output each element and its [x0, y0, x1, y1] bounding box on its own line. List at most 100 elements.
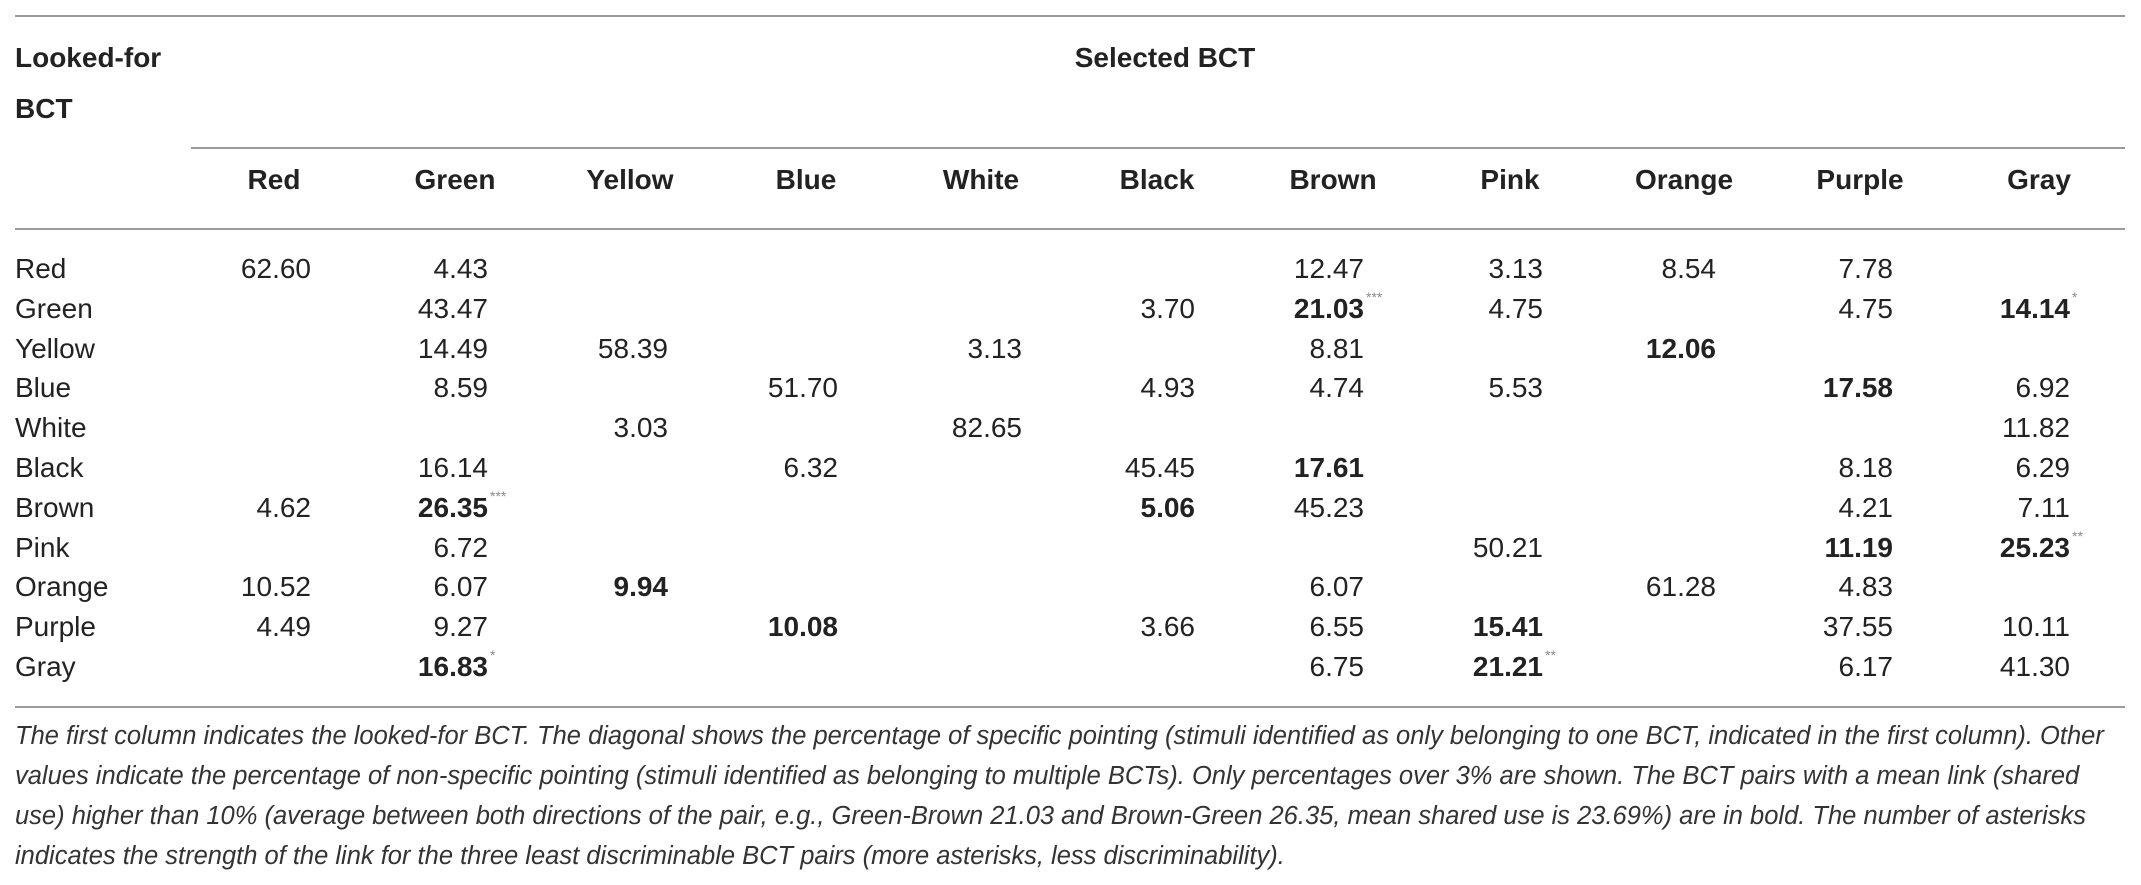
table-cell: 82.65 — [952, 412, 1022, 444]
table-cell: 37.55 — [1823, 611, 1893, 643]
row-label-white: White — [15, 412, 87, 444]
cell-value: 11.82 — [2002, 412, 2070, 444]
table-cell: 4.62 — [257, 492, 312, 524]
table-cell: 16.83 * — [418, 647, 496, 683]
table-cell: 17.58 — [1823, 372, 1893, 404]
table-cell: 5.06 — [1141, 492, 1196, 524]
table-cell: 4.75 — [1839, 293, 1894, 325]
table-cell: 10.11 — [2002, 611, 2070, 643]
table-cell: 26.35 *** — [418, 488, 506, 524]
cell-value: 3.03 — [613, 412, 669, 444]
table-cell: 4.43 — [434, 253, 489, 285]
cell-value: 7.11 — [2017, 491, 2070, 523]
cell-value: 5.06 — [1140, 491, 1196, 523]
cell-value: 4.62 — [256, 491, 312, 523]
significance-asterisks: *** — [490, 487, 507, 504]
cell-value: 51.70 — [767, 372, 838, 404]
cell-value: 10.11 — [2002, 611, 2070, 643]
table-cell: 6.17 — [1839, 651, 1894, 683]
table-cell: 9.94 — [614, 571, 669, 603]
table-cell: 4.74 — [1310, 372, 1365, 404]
cell-value: 50.21 — [1472, 531, 1543, 563]
table-cell: 11.82 — [2002, 412, 2070, 444]
cell-value: 25.23 — [1999, 531, 2070, 563]
cell-value: 4.83 — [1838, 571, 1894, 603]
cell-value: 3.66 — [1140, 611, 1196, 643]
cell-value: 3.13 — [1488, 253, 1544, 284]
table-cell: 4.83 — [1839, 571, 1894, 603]
table-cell: 6.07 — [1310, 571, 1365, 603]
cell-value: 82.65 — [951, 412, 1022, 444]
cell-value: 6.07 — [1309, 571, 1365, 603]
cell-value: 15.41 — [1472, 611, 1543, 643]
table-cell: 6.55 — [1310, 611, 1365, 643]
table-cell: 12.47 — [1294, 253, 1364, 285]
table-cell: 10.08 — [768, 611, 838, 643]
significance-asterisks: * — [490, 647, 496, 663]
cell-value: 4.74 — [1309, 372, 1365, 404]
table-cell: 6.07 — [434, 571, 489, 603]
cell-value: 6.29 — [2015, 452, 2071, 483]
cell-value: 9.94 — [613, 571, 669, 603]
table-cell: 8.81 — [1310, 333, 1365, 365]
row-label-blue: Blue — [15, 372, 72, 404]
table-cell: 50.21 — [1473, 532, 1543, 564]
table-cell: 4.21 — [1839, 492, 1894, 524]
significance-asterisks: ** — [2072, 527, 2083, 544]
row-label-orange: Orange — [15, 571, 109, 603]
significance-asterisks: * — [2072, 288, 2078, 305]
table-cell: 6.75 — [1310, 651, 1365, 683]
cell-value: 7.78 — [1838, 253, 1894, 284]
cell-value: 45.45 — [1124, 452, 1195, 483]
cell-value: 43.47 — [417, 292, 488, 324]
table-cell: 11.19 — [1824, 532, 1893, 564]
cell-value: 21.21 — [1472, 651, 1543, 682]
table-cell: 51.70 — [768, 372, 838, 404]
cell-value: 3.70 — [1140, 292, 1196, 324]
table-cell: 4.75 — [1489, 293, 1544, 325]
cell-value: 12.47 — [1293, 253, 1364, 284]
cell-value: 8.59 — [433, 372, 489, 404]
table-cell: 9.27 — [434, 611, 489, 643]
cell-value: 9.27 — [433, 611, 489, 643]
column-header-purple: Purple — [1816, 164, 1904, 195]
cell-value: 8.18 — [1838, 452, 1894, 483]
row-label-black: Black — [15, 452, 84, 483]
table-cell: 14.49 — [418, 333, 488, 365]
table-cell: 6.72 — [434, 532, 489, 564]
table-cell: 7.11 — [2018, 492, 2070, 524]
cell-value: 6.32 — [783, 452, 839, 483]
table-cell: 61.28 — [1646, 571, 1716, 603]
cell-value: 10.52 — [240, 571, 311, 603]
significance-asterisks: *** — [1366, 288, 1383, 305]
table-cell: 45.23 — [1294, 492, 1364, 524]
table-cell: 3.13 — [968, 333, 1023, 365]
column-header-orange: Orange — [1634, 164, 1734, 195]
cell-value: 41.30 — [1999, 651, 2070, 682]
header-bottom-rule — [15, 228, 2125, 230]
cell-value: 4.75 — [1838, 292, 1894, 324]
table-footnote: The first column indicates the looked-fo… — [15, 722, 2104, 870]
cell-value: 45.23 — [1293, 491, 1364, 523]
table-cell: 6.29 — [2016, 452, 2071, 484]
table-cell: 21.03 *** — [1294, 289, 1382, 325]
selected-bct-header: Selected BCT — [1074, 42, 1256, 73]
cell-value: 62.60 — [240, 253, 311, 284]
cell-value: 4.93 — [1140, 372, 1196, 404]
table-cell: 17.61 — [1294, 452, 1364, 484]
column-header-yellow: Yellow — [586, 164, 674, 195]
table-cell: 4.93 — [1141, 372, 1196, 404]
row-label-yellow: Yellow — [15, 332, 95, 364]
header-group-rule — [191, 147, 2125, 149]
row-label-green: Green — [15, 292, 93, 324]
cell-value: 17.61 — [1293, 452, 1364, 483]
cell-value: 6.92 — [2015, 372, 2071, 404]
cell-value: 4.21 — [1838, 491, 1894, 523]
column-header-red: Red — [247, 164, 301, 195]
cell-value: 6.07 — [433, 571, 489, 603]
cell-value: 14.49 — [417, 332, 488, 364]
table-cell: 14.14 * — [2000, 289, 2078, 325]
cell-value: 61.28 — [1645, 571, 1716, 603]
table-cell: 41.30 — [2000, 651, 2070, 683]
